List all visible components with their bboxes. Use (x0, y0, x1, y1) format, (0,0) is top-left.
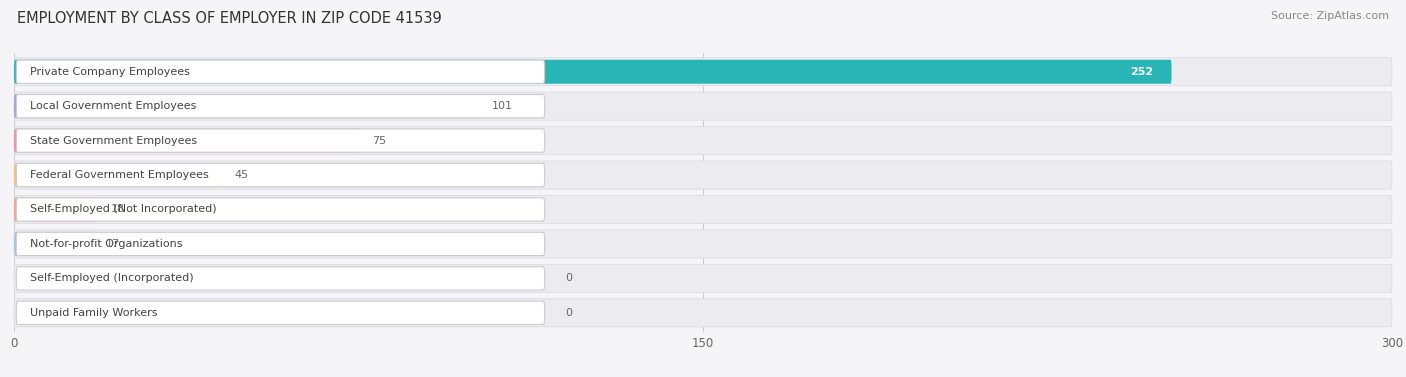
FancyBboxPatch shape (17, 232, 544, 256)
Text: EMPLOYMENT BY CLASS OF EMPLOYER IN ZIP CODE 41539: EMPLOYMENT BY CLASS OF EMPLOYER IN ZIP C… (17, 11, 441, 26)
Text: 45: 45 (235, 170, 249, 180)
Text: 0: 0 (565, 273, 572, 284)
FancyBboxPatch shape (14, 195, 1392, 224)
Text: 18: 18 (111, 204, 125, 215)
Text: Federal Government Employees: Federal Government Employees (30, 170, 209, 180)
Text: 101: 101 (492, 101, 513, 111)
Text: Self-Employed (Not Incorporated): Self-Employed (Not Incorporated) (30, 204, 217, 215)
FancyBboxPatch shape (14, 58, 1392, 86)
FancyBboxPatch shape (17, 198, 544, 221)
FancyBboxPatch shape (17, 95, 544, 118)
FancyBboxPatch shape (17, 129, 544, 152)
FancyBboxPatch shape (14, 163, 221, 187)
FancyBboxPatch shape (14, 161, 1392, 189)
Text: Unpaid Family Workers: Unpaid Family Workers (30, 308, 157, 318)
FancyBboxPatch shape (17, 60, 544, 83)
Text: 75: 75 (373, 136, 387, 146)
FancyBboxPatch shape (14, 198, 97, 221)
Text: Source: ZipAtlas.com: Source: ZipAtlas.com (1271, 11, 1389, 21)
Text: 252: 252 (1130, 67, 1153, 77)
Text: State Government Employees: State Government Employees (30, 136, 197, 146)
FancyBboxPatch shape (14, 299, 1392, 327)
Text: Not-for-profit Organizations: Not-for-profit Organizations (30, 239, 183, 249)
FancyBboxPatch shape (14, 127, 1392, 155)
FancyBboxPatch shape (17, 163, 544, 187)
Text: Self-Employed (Incorporated): Self-Employed (Incorporated) (30, 273, 194, 284)
FancyBboxPatch shape (14, 232, 93, 256)
Text: 0: 0 (565, 308, 572, 318)
Text: Local Government Employees: Local Government Employees (30, 101, 197, 111)
FancyBboxPatch shape (14, 129, 359, 153)
FancyBboxPatch shape (17, 267, 544, 290)
FancyBboxPatch shape (14, 92, 1392, 120)
FancyBboxPatch shape (14, 94, 478, 118)
Text: 17: 17 (105, 239, 120, 249)
FancyBboxPatch shape (17, 301, 544, 325)
FancyBboxPatch shape (14, 230, 1392, 258)
FancyBboxPatch shape (14, 60, 1171, 84)
FancyBboxPatch shape (14, 264, 1392, 293)
Text: Private Company Employees: Private Company Employees (30, 67, 190, 77)
